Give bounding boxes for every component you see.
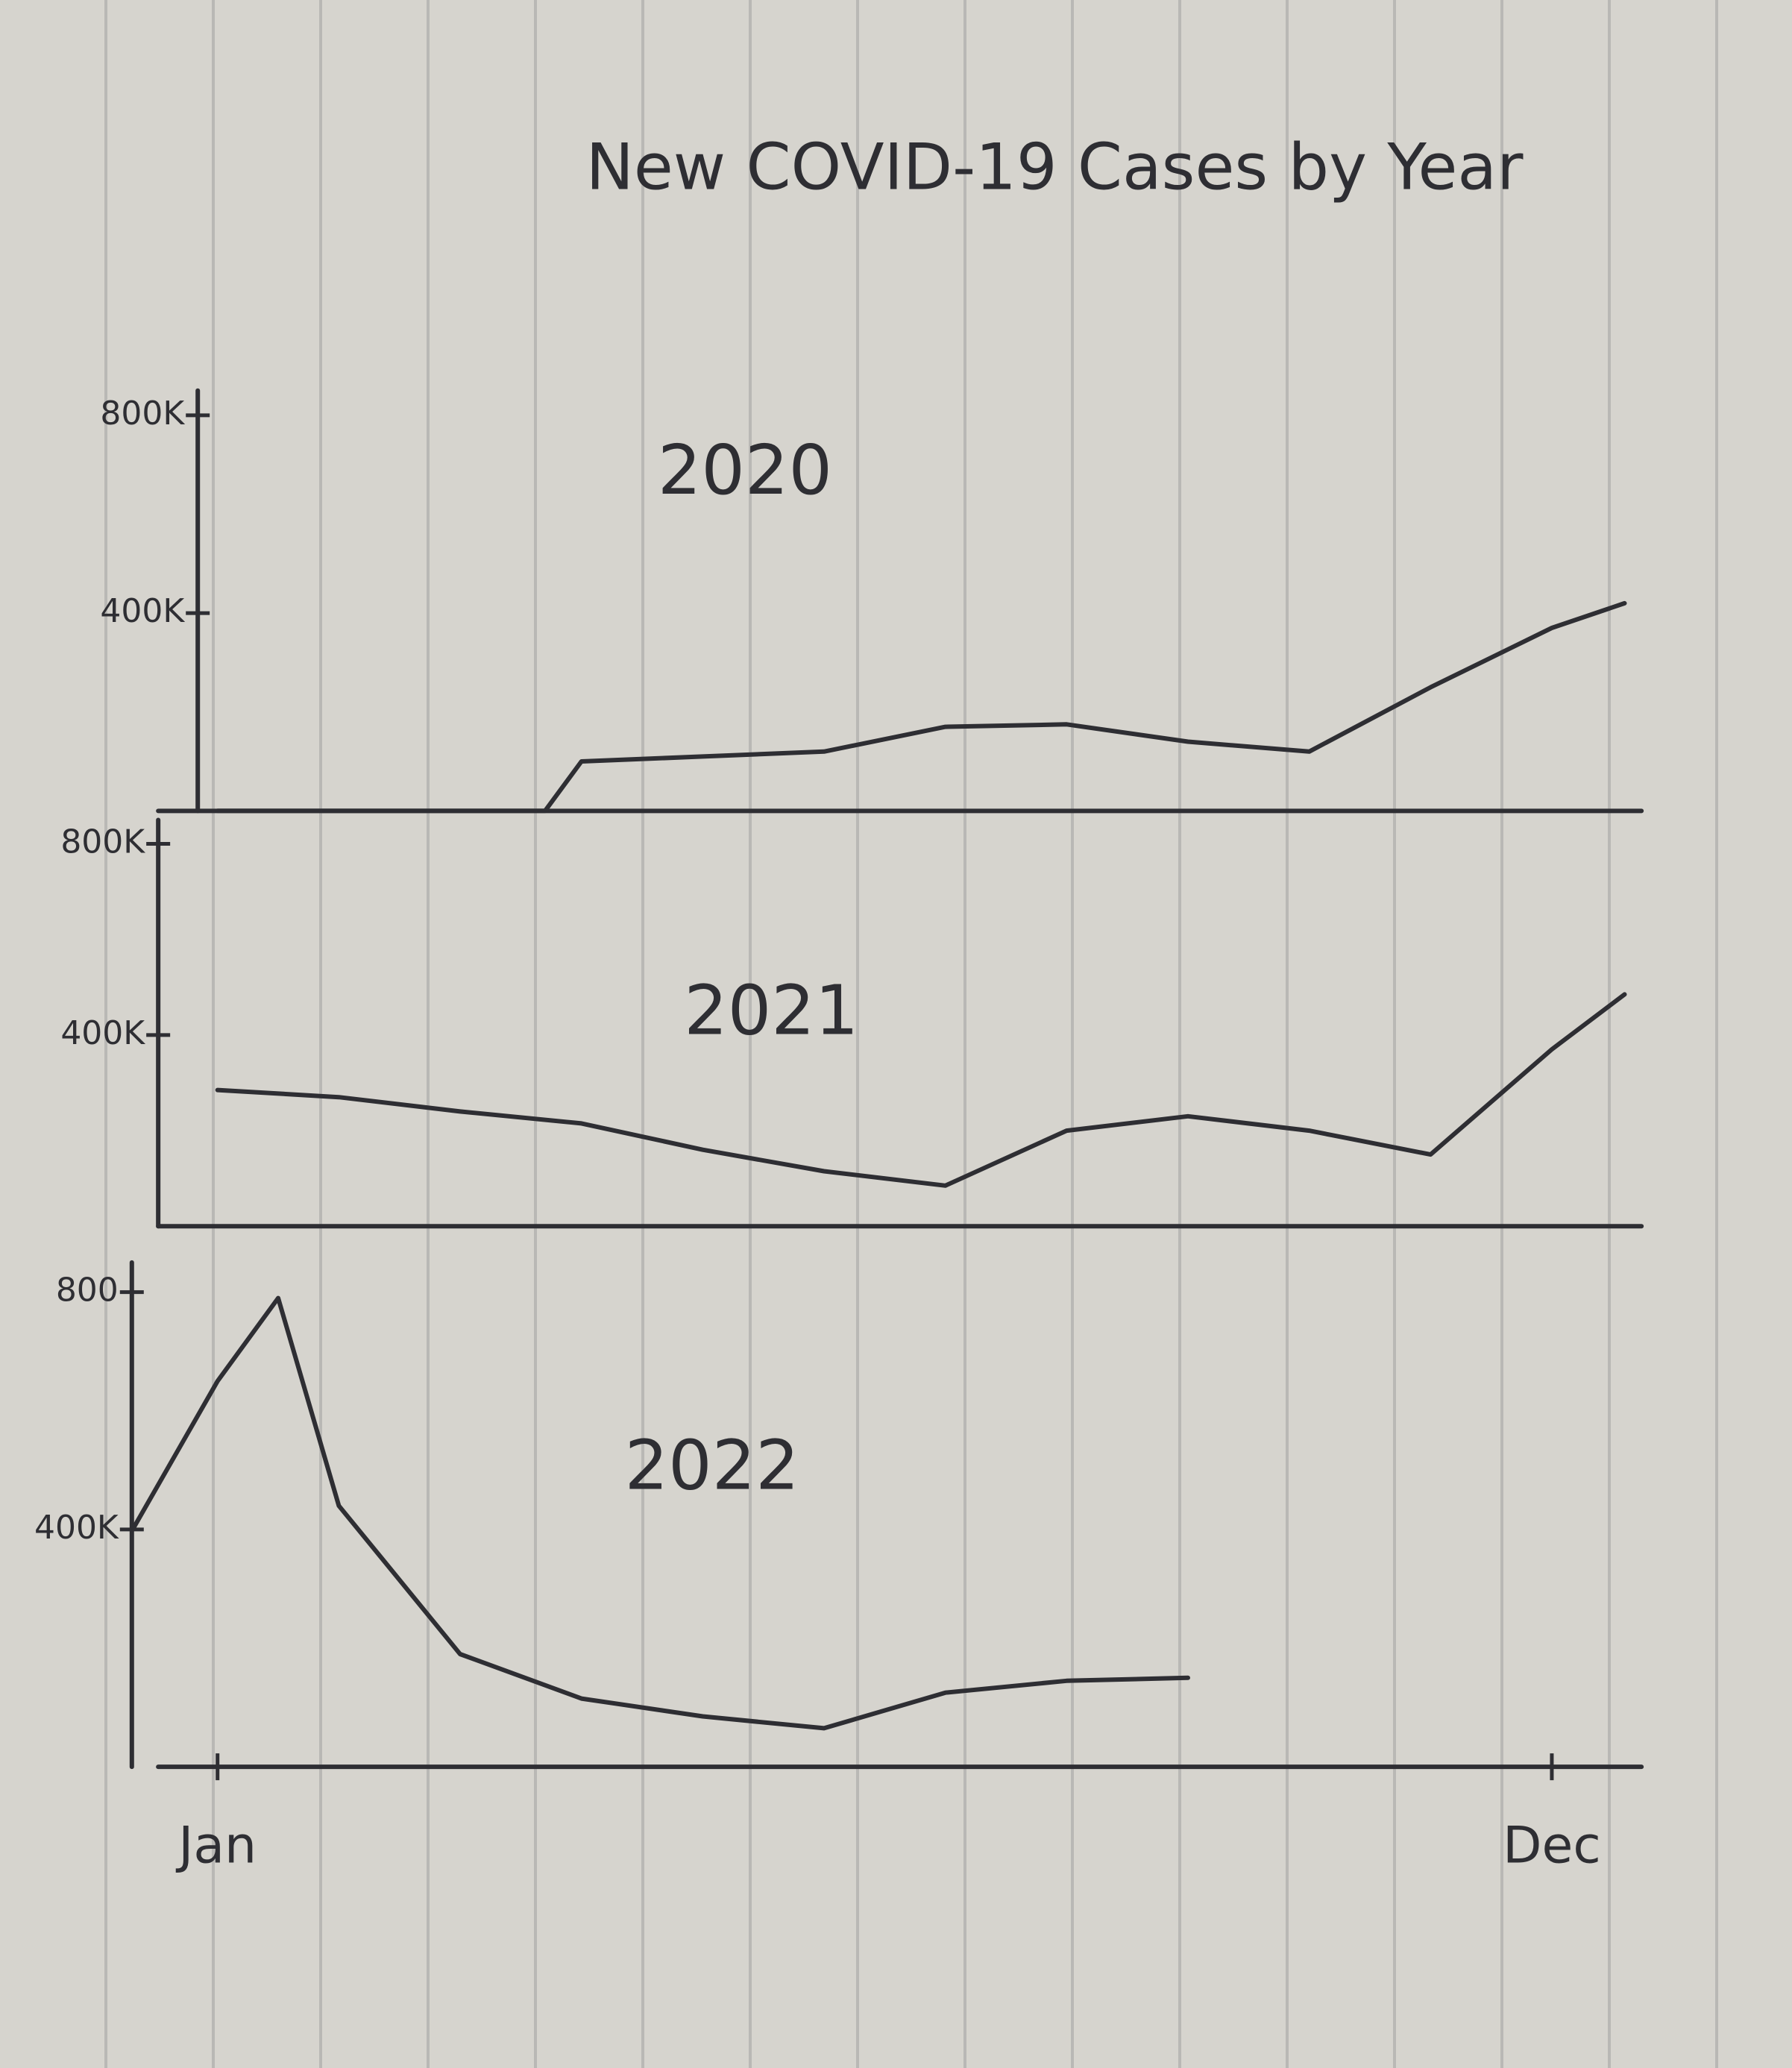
data-line: [130, 1295, 1190, 1731]
panel-title: 2021: [684, 971, 858, 1051]
panel-title: 2020: [658, 430, 832, 510]
y-tick-label: 400K: [100, 592, 185, 630]
panel-title: 2022: [625, 1426, 799, 1506]
data-line: [215, 600, 1627, 814]
x-tick-label: Dec: [1503, 1817, 1601, 1876]
y-tick-label: 800K: [60, 823, 145, 861]
chart-title: New COVID-19 Cases by Year: [586, 130, 1524, 204]
y-tick-label: 800K: [100, 395, 185, 433]
data-line: [215, 992, 1627, 1188]
x-tick-label: Jan: [175, 1817, 257, 1876]
y-tick-label: 400K: [60, 1014, 145, 1052]
y-tick-label: 400K: [34, 1509, 119, 1547]
y-tick-label: 800: [56, 1272, 119, 1310]
